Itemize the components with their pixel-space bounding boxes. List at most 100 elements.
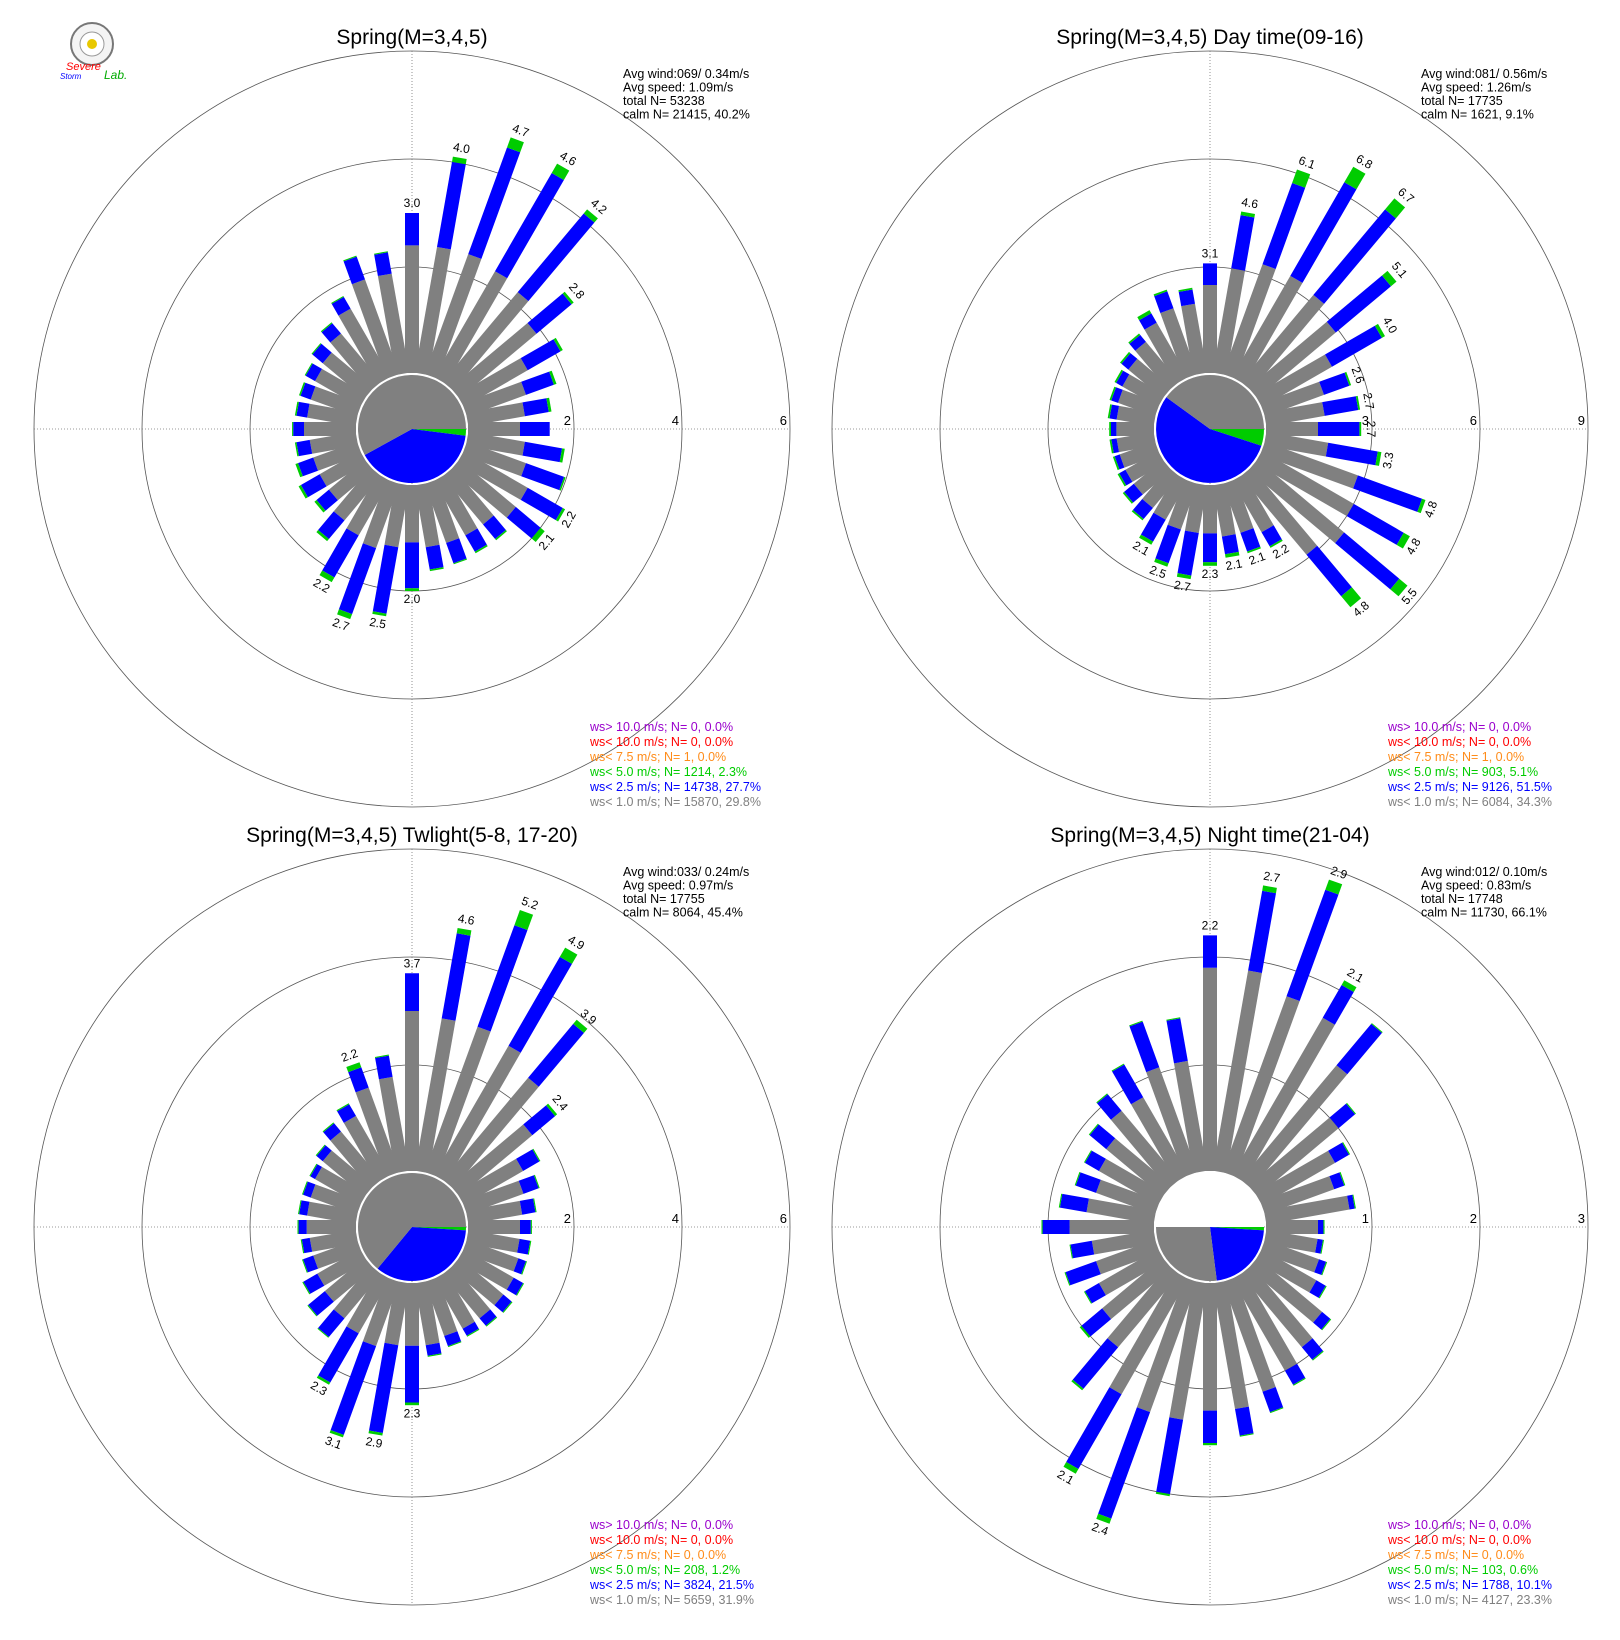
bar-segment-lt5 [1359,422,1362,436]
bar-segment-lt5 [1129,1020,1143,1027]
bar-segment-lt5 [1269,1407,1284,1414]
direction-bar: 2.5 [1148,479,1198,582]
legend-entry: ws< 2.5 m/s; N= 14738, 27.7% [589,780,761,794]
legend-entry: ws< 1.0 m/s; N= 4127, 23.3% [1387,1593,1552,1607]
bar-segment-lt2_5 [1286,889,1339,1001]
bar-segment-lt5 [1139,534,1154,545]
bar-segment-lt1 [1222,996,1300,1177]
direction-bar [433,474,488,554]
bar-segment-lt5 [551,163,570,180]
bar-segment-lt2_5 [1336,1023,1382,1075]
bar-segment-lt2_5 [316,489,338,511]
bar-segment-lt2_5 [300,382,316,400]
bar-segment-lt2_5 [506,506,541,539]
bar-segment-lt2_5 [521,371,554,395]
direction-bar [374,251,410,376]
bar-segment-lt5 [1318,1285,1327,1299]
bar-segment-lt1 [1212,970,1262,1174]
legend-entry: ws< 7.5 m/s; N= 0, 0.0% [1387,1548,1524,1562]
bar-segment-lt5 [533,1198,537,1213]
direction-bar [294,431,359,457]
direction-bar [457,337,563,408]
bar-segment-lt2_5 [521,463,565,491]
bar-segment-lt5 [427,1353,442,1357]
direction-bar: 2.4 [450,1092,571,1197]
direction-bar [462,1174,540,1215]
bar-segment-lt1 [1260,381,1324,417]
bar-segment-lt2_5 [1132,499,1153,519]
bar-segment-lt1 [309,1229,359,1252]
bar-segment-lt5 [311,343,322,355]
calm-pie [358,1172,467,1281]
bar-value-label: 4.0 [452,140,471,157]
direction-bar [1074,1172,1160,1215]
bar-segment-lt1 [1263,402,1325,427]
bar-segment-lt5 [1120,351,1131,364]
bar-value-label: 2.3 [1202,567,1219,581]
bar-segment-lt1 [322,1150,374,1197]
bar-segment-lt5 [559,476,566,491]
bar-segment-lt5 [1417,498,1426,514]
bar-segment-lt1 [450,323,537,399]
logo-text-bottom: Storm [60,72,82,81]
bar-value-label: 3.0 [404,196,421,210]
bar-segment-lt2_5 [1129,1021,1160,1073]
bar-segment-lt2_5 [343,256,365,285]
direction-bar [1109,422,1154,436]
bar-segment-lt5 [295,463,303,478]
bar-segment-lt1 [1231,474,1274,533]
calm-pie-sector-lt5 [412,429,467,436]
legend-entry: ws< 1.0 m/s; N= 6084, 34.3% [1387,795,1552,809]
direction-bar [1120,351,1172,399]
bar-segment-lt2_5 [1081,1308,1112,1337]
bar-segment-lt1 [309,431,359,454]
direction-bar: 2.1 [450,459,557,553]
direction-bar [1240,1023,1383,1189]
direction-bar: 4.8 [1240,467,1372,620]
bar-segment-lt5 [531,527,545,542]
legend-entry: ws> 10.0 m/s; N= 0, 0.0% [1387,1518,1531,1532]
bar-segment-lt1 [1222,1277,1276,1392]
direction-bar [462,1239,527,1275]
bar-value-label: 4.6 [457,911,476,928]
direction-bar [302,1239,362,1273]
bar-segment-lt2_5 [322,528,359,578]
bar-segment-lt2_5 [523,1105,556,1136]
bar-segment-lt5 [1117,473,1127,487]
bar-segment-lt1 [306,1220,356,1234]
bar-segment-lt1 [1240,294,1325,391]
legend-entry: ws< 10.0 m/s; N= 0, 0.0% [1387,1533,1531,1547]
bar-segment-lt2_5 [1231,215,1255,271]
direction-bar [336,1103,391,1182]
bar-segment-lt5 [1088,1123,1099,1136]
bar-segment-lt2_5 [305,363,322,382]
bar-segment-lt2_5 [1166,1018,1188,1064]
bar-segment-lt1 [333,1265,382,1319]
direction-bar [1231,1272,1306,1386]
bar-value-label: 2.4 [1090,1520,1111,1539]
bar-segment-lt2_5 [522,398,549,417]
bar-segment-lt1 [465,431,525,456]
bar-segment-lt1 [462,381,526,417]
calm-pie [358,374,467,484]
radial-tick-label: 6 [780,413,787,428]
bar-segment-lt5 [1112,456,1120,471]
chart-title: Spring(M=3,4,5) [336,26,487,49]
direction-bar: 6.1 [1222,153,1318,379]
bar-segment-lt1 [405,245,419,373]
bar-segment-lt5 [452,156,467,165]
bar-segment-lt1 [1128,358,1172,399]
direction-bar [302,1181,362,1215]
bar-segment-lt1 [1185,482,1208,533]
bar-segment-lt1 [1107,1265,1180,1348]
bar-segment-lt1 [468,422,520,436]
bar-segment-lt1 [1098,1158,1165,1206]
bar-segment-lt1 [1181,303,1208,376]
bar-segment-lt2_5 [1111,387,1123,403]
legend-entry: ws< 5.0 m/s; N= 103, 0.6% [1387,1563,1538,1577]
bar-segment-lt5 [562,291,574,305]
bar-segment-lt5 [1111,1063,1125,1072]
bar-segment-lt2_5 [462,1321,479,1336]
direction-bar [442,1265,498,1327]
legend-entry: ws< 2.5 m/s; N= 9126, 51.5% [1387,780,1552,794]
